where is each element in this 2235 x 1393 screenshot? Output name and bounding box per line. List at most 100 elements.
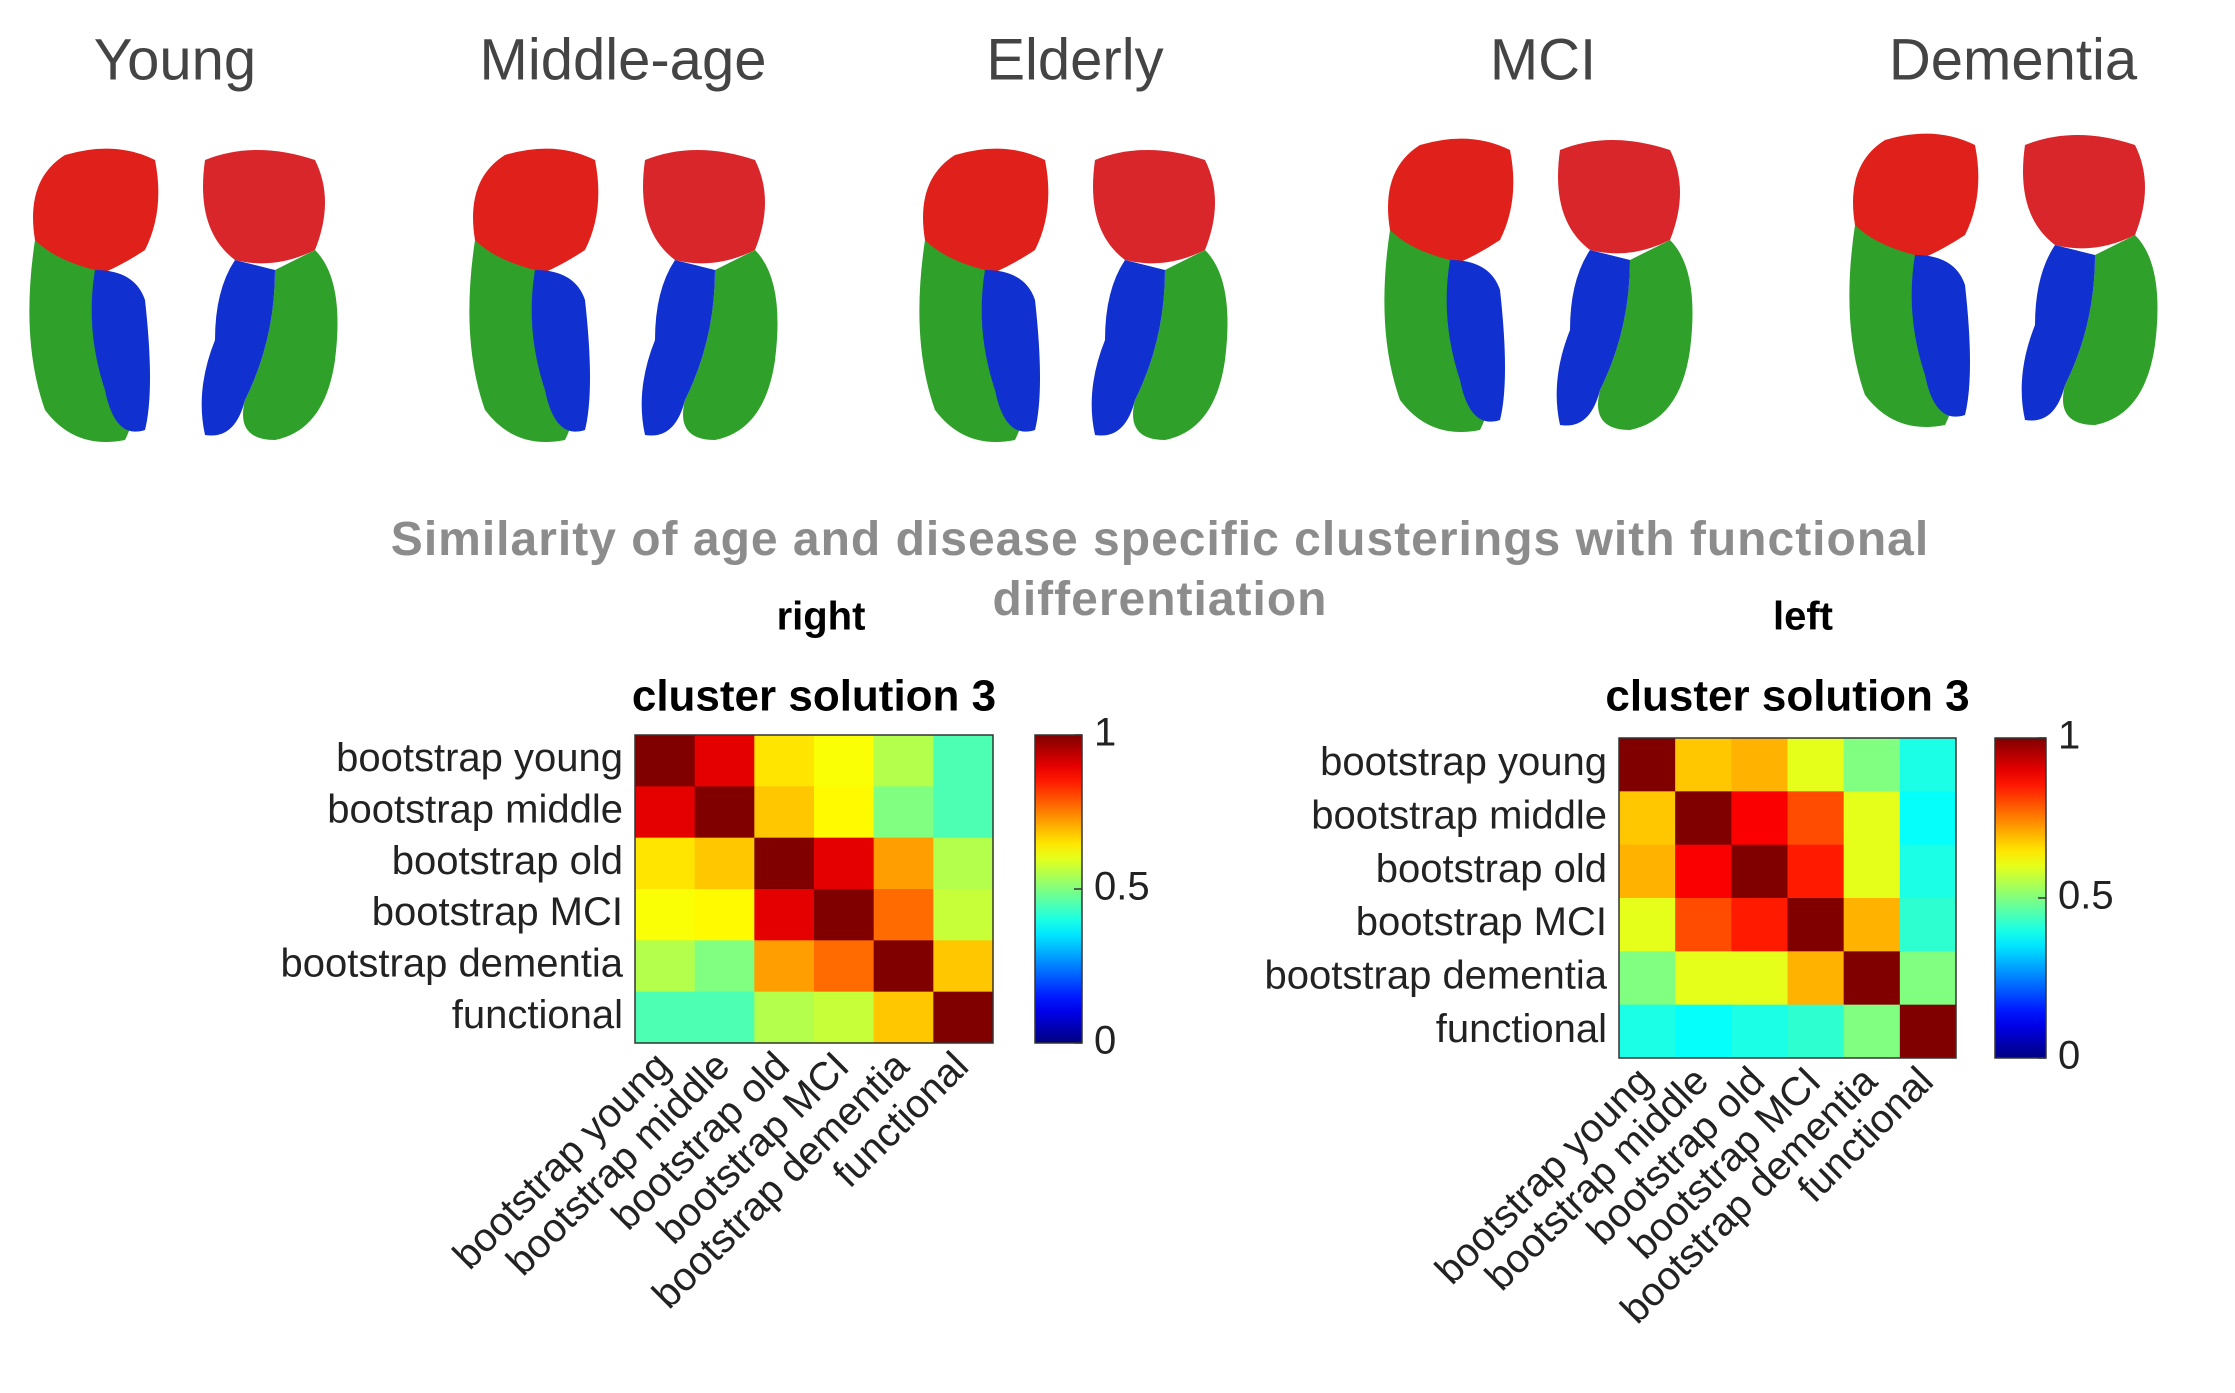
brain-image xyxy=(1849,133,2158,428)
heatmap-cell xyxy=(814,735,875,787)
heatmap-cell xyxy=(1843,898,1901,952)
heatmap-cell xyxy=(635,837,696,890)
heatmap-cell xyxy=(1899,951,1957,1006)
y-tick-label: functional xyxy=(1436,1007,1607,1051)
chart-title: cluster solution 3 xyxy=(632,672,996,721)
heatmap-cell xyxy=(754,889,815,941)
heatmap-cell xyxy=(933,786,994,839)
heatmap-cell xyxy=(873,991,934,1044)
heatmap-cell xyxy=(1787,738,1845,792)
heatmap-cell xyxy=(873,735,934,787)
panel-label: MCI xyxy=(1490,27,1596,92)
brain-image xyxy=(29,148,338,443)
heatmap-cell xyxy=(754,837,815,890)
heatmap-cell xyxy=(933,889,994,941)
heatmap-cell xyxy=(1619,791,1676,846)
heatmap-cell xyxy=(635,786,696,839)
heatmap-cell xyxy=(1787,791,1845,846)
heatmap-cell xyxy=(754,940,815,993)
heatmap-cell xyxy=(933,735,994,787)
heatmap-cell xyxy=(1843,844,1901,899)
heatmap-cell xyxy=(933,991,994,1044)
y-tick-label: bootstrap young xyxy=(1320,740,1607,784)
colorbar-tick-label: 0.5 xyxy=(2058,874,2114,918)
heatmap-cell xyxy=(1731,844,1788,899)
y-tick-label: bootstrap old xyxy=(392,839,623,883)
heatmap-cell xyxy=(1787,1004,1845,1059)
heatmap-cell xyxy=(1731,738,1788,792)
heatmap-cell xyxy=(1899,791,1957,846)
heatmap-cell xyxy=(1675,898,1732,952)
panel-label: Young xyxy=(94,27,256,92)
panel-subtitle: left xyxy=(1773,595,1833,639)
colorbar-tick-label: 0 xyxy=(2058,1034,2080,1078)
heatmap-cell xyxy=(694,837,755,890)
heatmap-cell xyxy=(1675,791,1732,846)
heatmap-cell xyxy=(1899,898,1957,952)
heatmap-cell xyxy=(1787,844,1845,899)
heatmap-cell xyxy=(873,940,934,993)
plot-frame xyxy=(1618,737,1957,1059)
heatmap-cell xyxy=(1619,738,1676,792)
panel-subtitle: right xyxy=(777,595,866,639)
heatmap-cell xyxy=(1731,791,1788,846)
heatmap-cell xyxy=(754,786,815,839)
heatmap-cell xyxy=(1619,951,1676,1006)
heatmap-cell xyxy=(1843,791,1901,846)
heatmap-cell xyxy=(873,786,934,839)
y-tick-label: functional xyxy=(452,993,623,1037)
y-tick-label: bootstrap middle xyxy=(327,788,623,832)
heatmap-cell xyxy=(873,837,934,890)
heatmap-cell xyxy=(694,735,755,787)
heatmap-cell xyxy=(1899,844,1957,899)
heatmap-cell xyxy=(1731,898,1788,952)
colorbar-tick-label: 0 xyxy=(1094,1019,1116,1063)
y-tick-label: bootstrap old xyxy=(1376,847,1607,891)
heatmap-cell xyxy=(694,889,755,941)
y-tick-label: bootstrap MCI xyxy=(1356,900,1607,944)
heatmap-cell xyxy=(873,889,934,941)
heatmap-cell xyxy=(1675,1004,1732,1059)
brain-image xyxy=(919,148,1228,443)
panel-label: Dementia xyxy=(1889,27,2138,92)
heatmap-cell xyxy=(1843,1004,1901,1059)
chart-title: cluster solution 3 xyxy=(1605,672,1969,721)
panel-label: Middle-age xyxy=(480,27,767,92)
colorbar-tick-label: 1 xyxy=(1094,711,1116,755)
heatmap-cell xyxy=(635,735,696,787)
heatmap-cell xyxy=(754,735,815,787)
brain-image xyxy=(1384,138,1693,433)
heatmap-cell xyxy=(635,940,696,993)
colorbar xyxy=(1994,737,2047,1059)
heatmap-cell xyxy=(1675,844,1732,899)
heatmap-cell xyxy=(694,786,755,839)
colorbar-tick-label: 1 xyxy=(2058,714,2080,758)
heatmap-cell xyxy=(933,837,994,890)
plot-frame xyxy=(634,734,994,1044)
heatmap-cell xyxy=(814,786,875,839)
heatmap-cell xyxy=(1675,738,1732,792)
heatmap-cell xyxy=(754,991,815,1044)
heatmap-cell xyxy=(694,940,755,993)
heatmap-cell xyxy=(814,889,875,941)
heatmap-cell xyxy=(635,889,696,941)
y-tick-label: bootstrap young xyxy=(336,736,623,780)
heatmap-cell xyxy=(1731,951,1788,1006)
heatmap-cell xyxy=(814,837,875,890)
heatmap-cell xyxy=(814,991,875,1044)
heatmap-cell xyxy=(1731,1004,1788,1059)
heatmap-cell xyxy=(1843,738,1901,792)
heatmap-cell xyxy=(635,991,696,1044)
heatmap-cell xyxy=(1843,951,1901,1006)
heatmap-cell xyxy=(694,991,755,1044)
heatmap-cell xyxy=(1619,898,1676,952)
colorbar-tick-label: 0.5 xyxy=(1094,865,1150,909)
heatmap-cell xyxy=(1619,1004,1676,1059)
heatmap-cell xyxy=(1899,1004,1957,1059)
heatmap-cell xyxy=(1899,738,1957,792)
heatmap-cell xyxy=(933,940,994,993)
y-tick-label: bootstrap dementia xyxy=(1265,954,1608,998)
figure-title: Similarity of age and disease specific c… xyxy=(390,513,1930,626)
